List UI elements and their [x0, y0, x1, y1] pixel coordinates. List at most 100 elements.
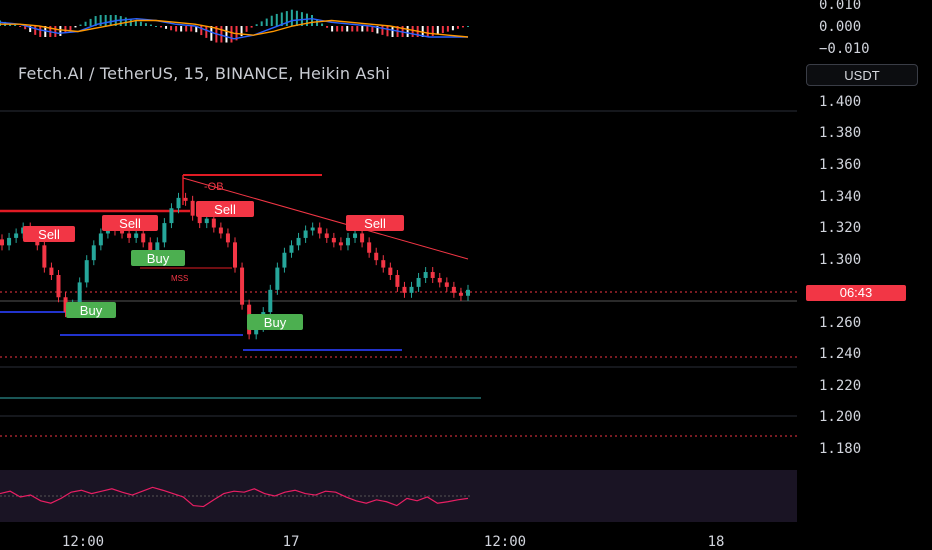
candle-body [197, 215, 202, 224]
macd-histogram-bar [24, 26, 27, 30]
price-gridlines [0, 110, 797, 437]
macd-histogram-bar [109, 15, 112, 26]
price-tick-label: 1.300 [819, 252, 861, 268]
macd-histogram-bar [155, 26, 157, 27]
macd-histogram-bar [331, 26, 334, 32]
macd-histogram-bar [270, 15, 273, 26]
svg-text:Sell: Sell [364, 216, 386, 231]
macd-histogram-bar [280, 12, 283, 26]
macd-histogram-bar [94, 16, 97, 26]
candle-body [134, 233, 139, 238]
macd-histogram-bar [341, 26, 344, 32]
candle-body [183, 197, 188, 201]
macd-histogram-bar [240, 26, 243, 37]
macd-tick-label: −0.010 [819, 41, 870, 57]
candle-body [395, 275, 400, 287]
macd-histogram-bar [285, 11, 288, 26]
candle-body [254, 326, 259, 335]
macd-histogram-bar [321, 23, 324, 26]
price-tick-label: 1.400 [819, 94, 861, 110]
candle-body [423, 272, 428, 278]
macd-histogram-bar [144, 23, 147, 26]
candle-body [430, 272, 435, 278]
candle-body [211, 218, 216, 228]
macd-histogram-bar [456, 26, 459, 29]
time-tick-label: 12:00 [484, 534, 526, 550]
candle-body [444, 282, 449, 287]
macd-histogram-bar [441, 26, 444, 34]
price-axis: 1.400 1.380 1.360 1.340 1.320 1.300 1.26… [819, 94, 861, 457]
candle-body [268, 289, 273, 313]
signal-annotations[interactable]: Sell Sell Sell Sell Buy Buy Buy -OB MSS [23, 181, 404, 330]
candle-body [282, 252, 287, 268]
candle-body [345, 237, 350, 246]
macd-histogram-bar [119, 16, 122, 26]
macd-histogram-bar [64, 26, 67, 34]
macd-histogram-bar [265, 18, 268, 26]
macd-histogram-bar [34, 26, 37, 35]
svg-text:Buy: Buy [264, 315, 287, 330]
price-tick-label: 1.260 [819, 315, 861, 331]
macd-histogram-bar [104, 15, 107, 26]
macd-histogram-bar [290, 9, 293, 26]
macd-histogram-bar [59, 26, 62, 36]
macd-histogram-bar [406, 26, 409, 37]
candle-body [317, 227, 322, 234]
macd-histogram-bar [39, 26, 42, 37]
macd-histogram-bar [431, 26, 434, 36]
macd-histogram-bar [225, 26, 228, 43]
macd-histogram-bar [436, 26, 439, 35]
svg-text:Sell: Sell [38, 227, 60, 242]
candle-body [381, 260, 386, 268]
macd-histogram-bar [376, 26, 379, 34]
price-tick-label: 1.220 [819, 378, 861, 394]
macd-histogram-bar [29, 26, 32, 33]
price-levels[interactable] [0, 174, 481, 399]
macd-histogram-bar [180, 26, 183, 32]
candle-body [7, 237, 12, 246]
macd-histogram-bar [451, 26, 454, 31]
svg-text:Buy: Buy [147, 251, 170, 266]
candle-body [98, 233, 103, 246]
sell-label: Sell [23, 226, 75, 242]
price-tick-label: 1.180 [819, 441, 861, 457]
macd-histogram-bar [69, 26, 72, 31]
macd-histogram-bar [275, 13, 278, 26]
macd-histogram-bar [260, 21, 263, 26]
macd-histogram-bar [79, 24, 82, 26]
macd-tick-label: 0.000 [819, 19, 861, 35]
macd-histogram-bar [165, 26, 168, 29]
candle-body [91, 245, 96, 261]
macd-histogram-bar [245, 26, 248, 32]
candle-body [310, 227, 315, 231]
chart-title: Fetch.AI / TetherUS, 15, BINANCE, Heikin… [18, 64, 391, 83]
price-tick-label: 1.240 [819, 346, 861, 362]
macd-histogram-bar [190, 26, 193, 32]
candle-body [148, 242, 153, 253]
macd-histogram-bar [139, 21, 142, 26]
candle-body [367, 242, 372, 253]
candle-body [437, 277, 442, 283]
price-tick-label: 1.340 [819, 189, 861, 205]
order-block-label: -OB [204, 181, 224, 193]
currency-selector[interactable]: USDT [806, 64, 918, 86]
candle-body [324, 233, 329, 238]
candle-body [84, 260, 89, 283]
macd-histogram-bar [467, 26, 469, 27]
macd-tick-label: 0.010 [819, 0, 861, 13]
macd-histogram-bar [255, 24, 258, 26]
macd-histogram-bar [446, 26, 449, 32]
candlesticks [0, 192, 470, 340]
macd-histogram-bar [381, 26, 384, 35]
macd-histogram-bar [185, 26, 188, 32]
rsi-line [0, 486, 469, 508]
macd-histogram-bar [351, 26, 354, 32]
candle-body [77, 282, 82, 305]
sell-label: Sell [196, 201, 254, 217]
trendline [182, 177, 469, 260]
candle-body [141, 233, 146, 243]
macd-histogram-bar [250, 26, 253, 28]
candle-body [289, 245, 294, 253]
svg-text:Buy: Buy [80, 303, 103, 318]
